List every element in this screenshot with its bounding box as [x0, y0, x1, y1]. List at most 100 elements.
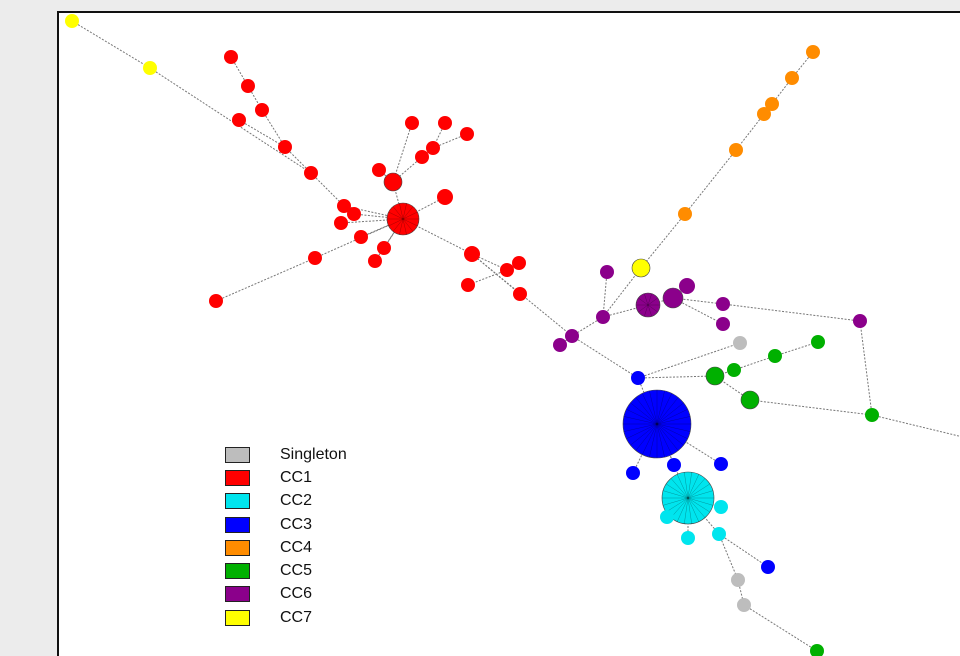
node-spoke: [687, 483, 711, 499]
node-cc4: [729, 143, 743, 157]
legend-item-singleton: Singleton: [225, 443, 347, 466]
node-cc6: [679, 278, 695, 294]
node-cc1: [337, 199, 351, 213]
node-s: [737, 598, 751, 612]
node-cc1: [513, 287, 527, 301]
node-spoke: [687, 474, 700, 499]
node-cc1: [255, 103, 269, 117]
edge: [215, 257, 316, 302]
node-spoke: [392, 218, 404, 232]
legend-swatch-cc1: [225, 469, 250, 486]
node-spoke: [644, 304, 649, 317]
node-cc5: [768, 349, 782, 363]
node-spoke: [644, 293, 649, 306]
node-cc1: [372, 163, 386, 177]
legend-item-cc4: CC4: [225, 536, 347, 559]
node-spoke: [684, 472, 689, 499]
edge: [284, 146, 312, 174]
node-cc6: [596, 310, 610, 324]
node-cc4: [678, 207, 692, 221]
edge: [749, 399, 873, 416]
node-s: [731, 573, 745, 587]
edge: [637, 375, 716, 379]
node-cc4: [765, 97, 779, 111]
edge: [310, 172, 345, 207]
node-spoke: [670, 478, 689, 499]
node-cc1: [415, 150, 429, 164]
edge: [743, 604, 818, 652]
node-spoke: [630, 423, 658, 446]
node-cc2: [661, 471, 715, 525]
node-cc4: [806, 45, 820, 59]
node-cc5: [811, 335, 825, 349]
node-spoke: [642, 423, 658, 455]
node-cc1: [512, 256, 526, 270]
node-cc6: [716, 317, 730, 331]
edge: [602, 271, 608, 318]
node-spoke: [656, 423, 672, 455]
node-cc6: [716, 297, 730, 311]
legend-item-cc2: CC2: [225, 490, 347, 513]
node-spoke: [684, 497, 689, 524]
node-spoke: [670, 497, 689, 518]
node-spoke: [399, 203, 404, 220]
node-spoke: [642, 393, 658, 425]
edge: [238, 119, 286, 148]
node-spoke: [687, 490, 714, 499]
node-cc2: [681, 531, 695, 545]
node-spoke: [662, 490, 689, 499]
node-spoke: [656, 393, 672, 425]
node-cc5: [740, 390, 760, 410]
node-spoke: [656, 423, 691, 432]
node-cc1: [278, 140, 292, 154]
node-spoke: [388, 218, 404, 227]
legend-label: CC4: [280, 538, 313, 556]
edge: [774, 341, 819, 357]
edge: [71, 20, 151, 69]
node-cc7: [65, 14, 79, 28]
node-cc1: [377, 241, 391, 255]
node-spoke: [687, 497, 692, 524]
node-spoke: [676, 497, 689, 522]
legend-label: CC6: [280, 585, 313, 603]
edge: [672, 297, 724, 325]
edge: [432, 133, 468, 149]
edge: [571, 316, 604, 337]
legend-label: CC2: [280, 492, 313, 510]
node-spoke: [665, 497, 689, 513]
node-spoke: [626, 409, 658, 425]
legend-swatch-cc6: [225, 586, 250, 603]
node-cc5: [810, 644, 824, 656]
legend-label: Singleton: [280, 445, 347, 463]
node-spoke: [656, 423, 665, 458]
node-spoke: [623, 416, 658, 425]
node-s: [733, 336, 747, 350]
node-spoke: [649, 390, 658, 425]
node-spoke: [402, 206, 414, 220]
node-cc4: [757, 107, 771, 121]
node-spoke: [656, 402, 684, 425]
node-cc1: [209, 294, 223, 308]
node-cc2: [712, 527, 726, 541]
node-cc3: [714, 457, 728, 471]
node-cc5: [727, 363, 741, 377]
node-cc3: [626, 466, 640, 480]
node-cc1: [437, 189, 453, 205]
nodes: [65, 14, 879, 656]
legend-label: CC5: [280, 562, 313, 580]
node-spoke: [399, 218, 404, 235]
node-cc1: [308, 251, 322, 265]
node-cc1: [405, 116, 419, 130]
node-spoke: [656, 416, 691, 425]
node-spoke: [402, 211, 418, 220]
legend-swatch-cc7: [225, 609, 250, 626]
legend-item-cc6: CC6: [225, 583, 347, 606]
node-cc1: [334, 216, 348, 230]
legend-label: CC7: [280, 608, 313, 626]
node-cc1: [241, 79, 255, 93]
node-spoke: [388, 211, 404, 220]
edge: [859, 320, 873, 416]
edge: [718, 533, 769, 568]
node-spoke: [635, 397, 658, 425]
node-spoke: [662, 497, 689, 506]
